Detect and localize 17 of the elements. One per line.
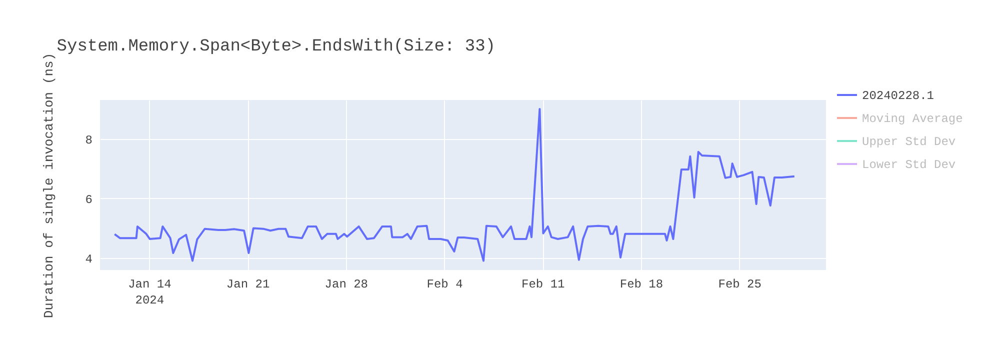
y-axis-title: Duration of single invocation (ns) [41,52,56,318]
y-tick-label: 8 [85,133,92,148]
x-tick-label: Jan 14 2024 [128,278,172,308]
y-tick-label: 6 [85,192,92,207]
legend-label: Moving Average [862,112,963,126]
x-tick-label: Feb 4 [426,278,463,292]
line-series [114,108,796,262]
chart-title: System.Memory.Span<Byte>.EndsWith(Size: 33) [56,37,496,56]
x-tick-label: Jan 21 [226,278,270,292]
legend-label: 20240228.1 [862,89,934,103]
x-tick-label: Feb 11 [522,278,565,292]
y-tick-label: 4 [85,252,92,267]
legend-label: Lower Std Dev [862,158,956,172]
x-tick-label: Feb 25 [718,278,762,292]
x-tick-label: Feb 18 [620,278,664,292]
legend-label: Upper Std Dev [862,135,956,149]
x-tick-label: Jan 28 [324,278,368,292]
